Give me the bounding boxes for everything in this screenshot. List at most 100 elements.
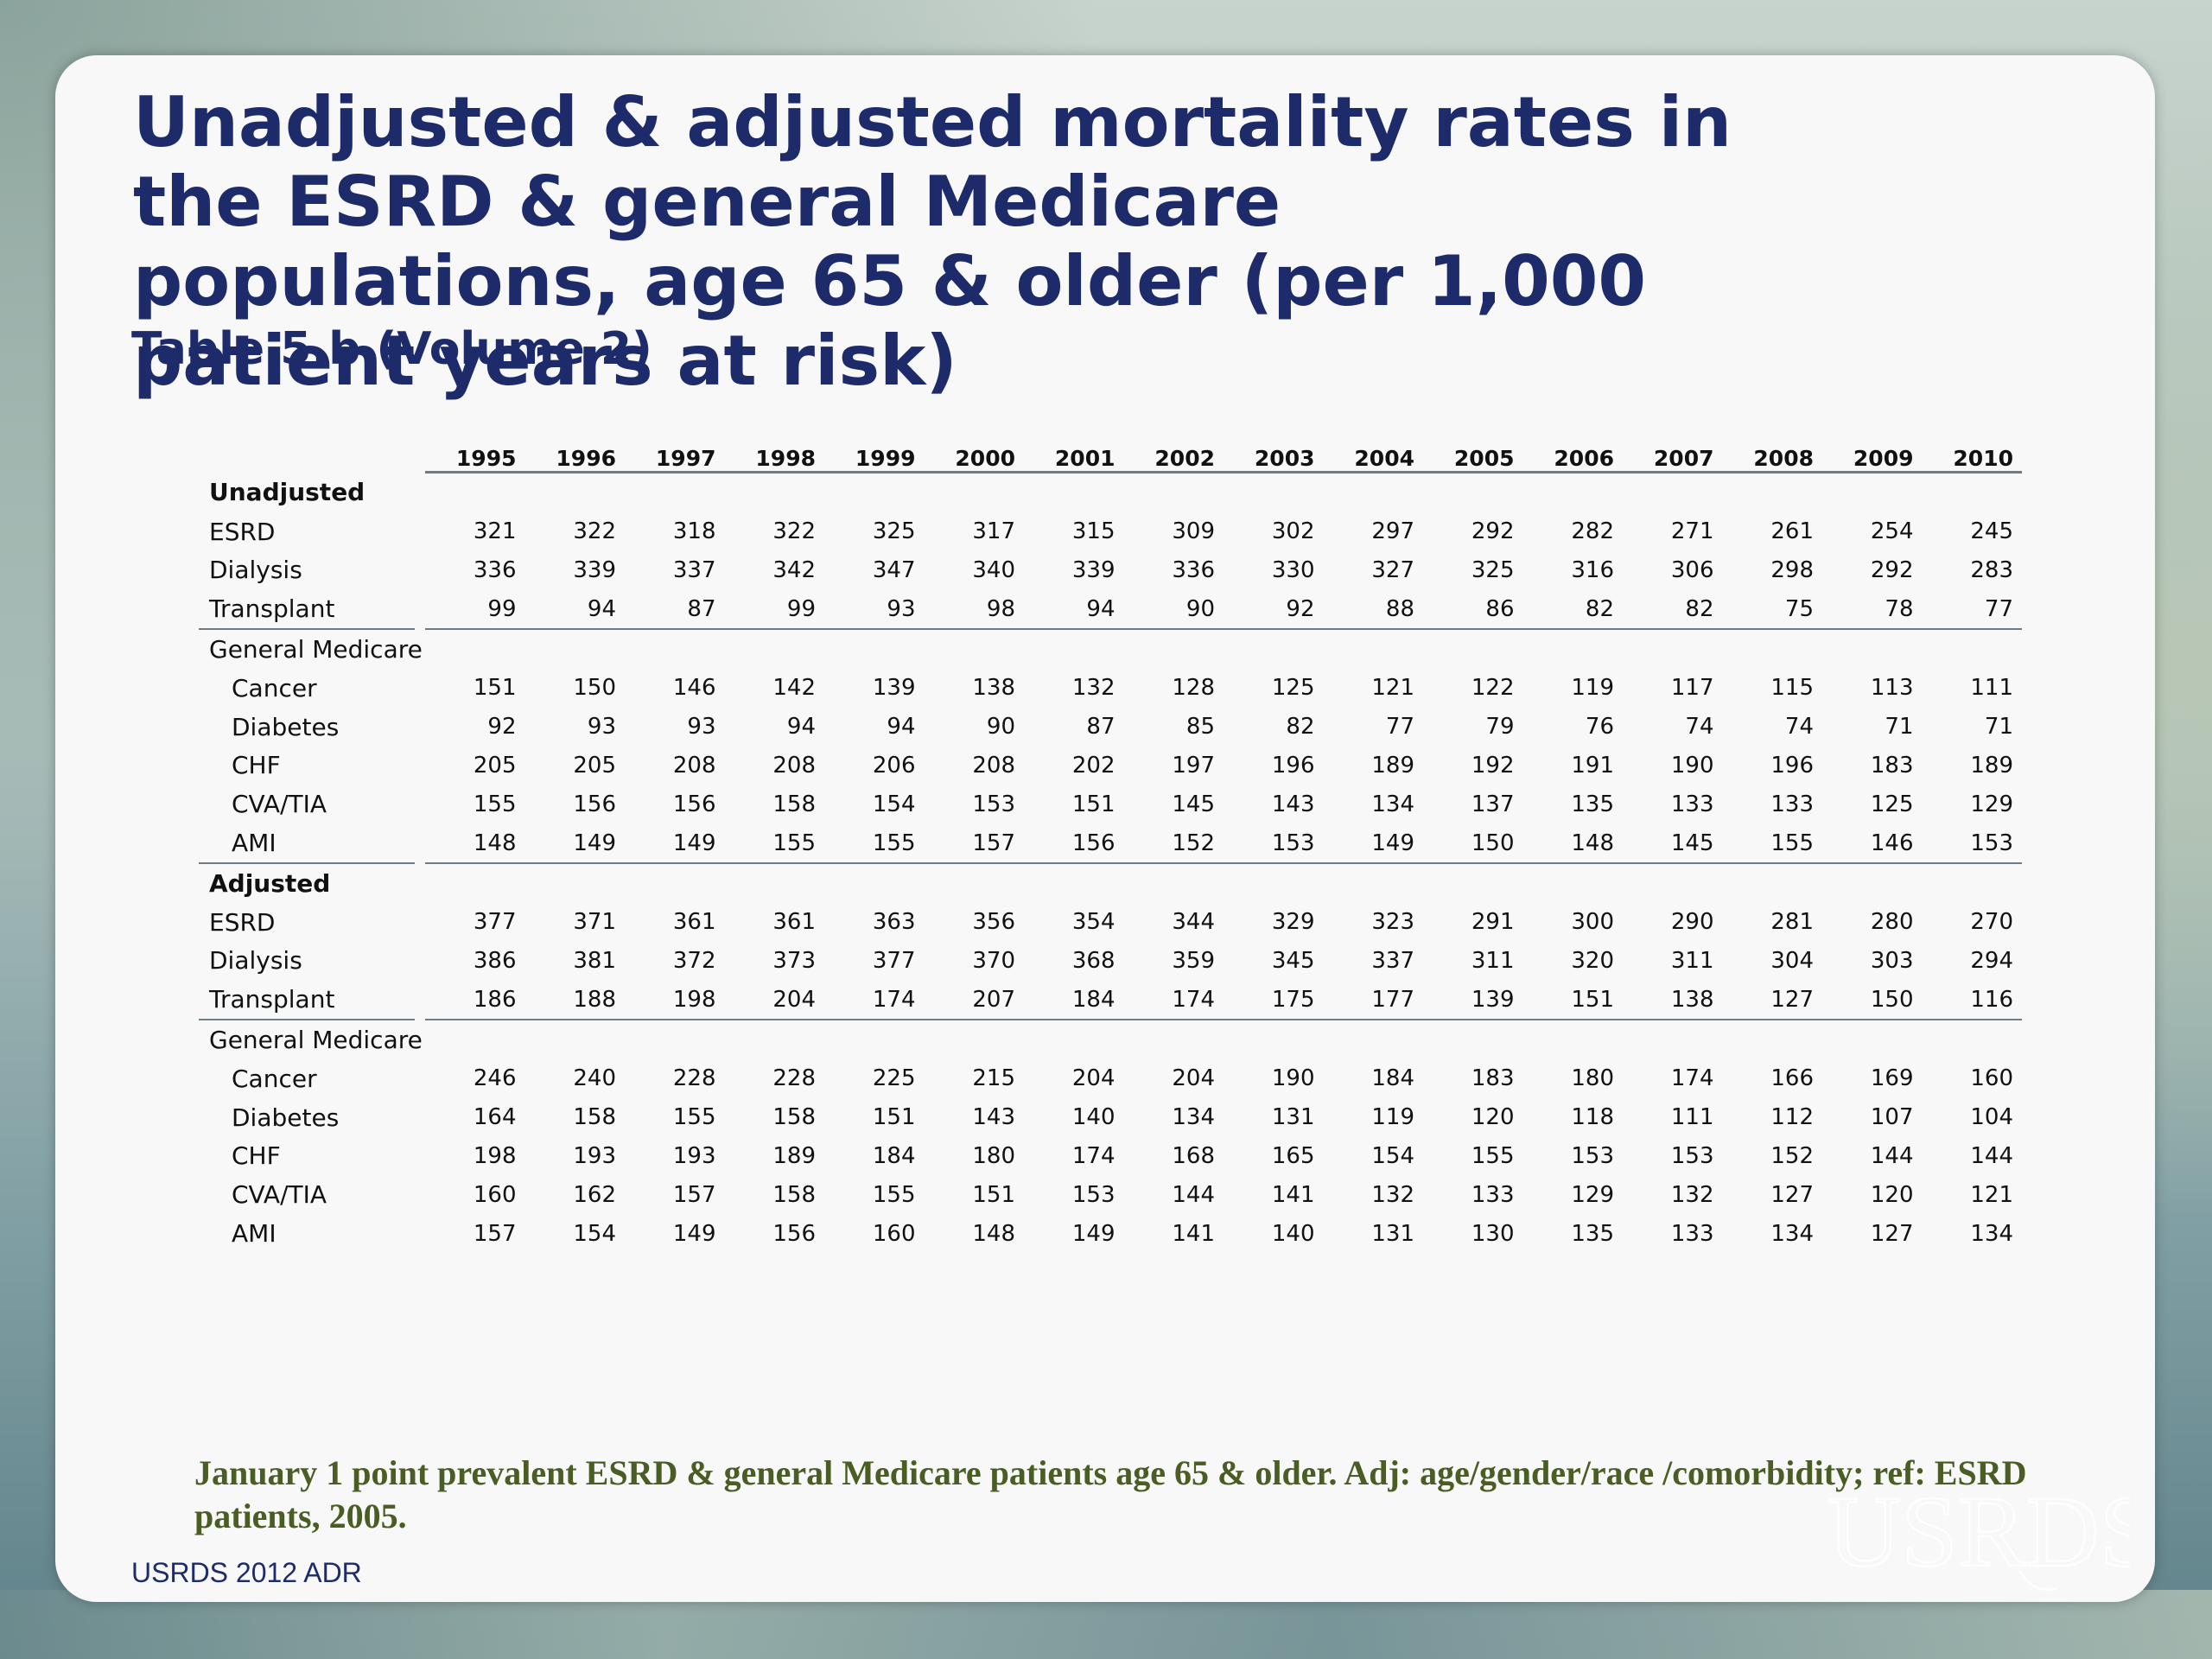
rate-cell: 104 bbox=[1970, 1104, 2013, 1131]
rate-cell: 82 bbox=[1286, 714, 1315, 741]
rate-cell bbox=[1923, 863, 2023, 903]
rate-cell bbox=[1623, 1020, 1723, 1059]
rate-cell: 188 bbox=[524, 980, 625, 1021]
rate-cell: 155 bbox=[824, 823, 925, 864]
rate-cell: 122 bbox=[1471, 675, 1515, 702]
rate-cell: 127 bbox=[1722, 980, 1822, 1021]
rate-cell bbox=[1224, 1020, 1324, 1059]
rate-cell bbox=[1822, 473, 1923, 512]
year-header: 2005 bbox=[1423, 436, 1523, 474]
rate-cell bbox=[725, 473, 825, 512]
rate-cell: 192 bbox=[1471, 752, 1515, 779]
section-label: Adjusted bbox=[209, 868, 331, 898]
rate-cell: 371 bbox=[573, 909, 616, 936]
rate-cell: 368 bbox=[1071, 947, 1116, 974]
footnote: January 1 point prevalent ESRD & general… bbox=[194, 1453, 2027, 1535]
rate-cell: 168 bbox=[1172, 1142, 1215, 1169]
rate-cell: 337 bbox=[672, 556, 716, 583]
rate-cell bbox=[1523, 863, 1624, 903]
rate-cell: 254 bbox=[1870, 518, 1914, 545]
rate-cell: 156 bbox=[1024, 823, 1124, 864]
rate-cell bbox=[1822, 629, 1923, 669]
table-row: CHF 198 193 193 189 184 180 174 168 165 154 155 153 1… bbox=[199, 1137, 2022, 1176]
rate-cell bbox=[525, 1020, 626, 1059]
rate-cell: 325 bbox=[872, 518, 916, 545]
row-label: CVA/TIA bbox=[232, 790, 327, 819]
rate-cell: 146 bbox=[1822, 823, 1923, 864]
rate-cell: 132 bbox=[1670, 1181, 1714, 1208]
section-header-row: Unadjusted bbox=[199, 473, 2022, 512]
rate-cell: 141 bbox=[1271, 1181, 1315, 1208]
rate-cell: 153 bbox=[1670, 1142, 1714, 1169]
rate-cell: 354 bbox=[1071, 909, 1116, 936]
rate-cell: 363 bbox=[872, 909, 916, 936]
rate-cell: 156 bbox=[573, 791, 616, 817]
rate-cell: 149 bbox=[672, 1220, 716, 1247]
rate-cell bbox=[725, 863, 825, 903]
row-label: Transplant bbox=[199, 980, 415, 1021]
column-gap bbox=[415, 473, 425, 512]
row-label: CHF bbox=[232, 751, 281, 780]
rate-cell: 143 bbox=[972, 1104, 1015, 1131]
rate-cell: 141 bbox=[1172, 1220, 1215, 1247]
rate-cell: 240 bbox=[573, 1065, 616, 1092]
usrds-logo-text: USRDS bbox=[1827, 1475, 2130, 1588]
rate-cell: 149 bbox=[1071, 1220, 1116, 1247]
table-row: Dialysis 386 381 372 373 377 370 368 359 345 337 31… bbox=[199, 942, 2022, 981]
slide-title: Unadjusted & adjusted mortality rates in… bbox=[133, 82, 1732, 401]
year-header: 2007 bbox=[1623, 436, 1723, 474]
rate-cell bbox=[1224, 863, 1324, 903]
rate-cell: 193 bbox=[672, 1142, 716, 1169]
year-header: 2008 bbox=[1722, 436, 1822, 474]
rate-cell: 245 bbox=[1970, 518, 2013, 545]
rate-cell: 152 bbox=[1770, 1142, 1814, 1169]
rate-cell bbox=[1423, 863, 1523, 903]
column-gap bbox=[415, 980, 425, 1020]
rate-cell: 327 bbox=[1371, 556, 1414, 583]
rate-cell: 153 bbox=[1571, 1142, 1614, 1169]
rate-cell: 156 bbox=[672, 791, 716, 817]
rate-cell: 330 bbox=[1271, 556, 1315, 583]
rate-cell: 139 bbox=[872, 675, 916, 702]
row-label: Transplant bbox=[199, 589, 415, 631]
rate-cell: 208 bbox=[972, 752, 1015, 779]
rate-cell: 150 bbox=[1822, 980, 1923, 1021]
column-gap bbox=[415, 512, 425, 551]
rate-cell bbox=[1124, 863, 1224, 903]
rate-cell bbox=[1324, 863, 1424, 903]
rate-cell bbox=[1723, 473, 1823, 512]
rate-cell: 144 bbox=[1172, 1181, 1215, 1208]
rate-cell: 150 bbox=[1423, 823, 1523, 864]
rate-cell: 140 bbox=[1071, 1104, 1116, 1131]
table-body: Unadjusted ESRD 321 322 318 322 325 317 315 309 30… bbox=[199, 473, 2022, 1253]
rate-cell: 294 bbox=[1970, 947, 2013, 974]
rate-cell: 132 bbox=[1371, 1181, 1414, 1208]
rate-cell: 99 bbox=[724, 589, 824, 631]
rate-cell: 152 bbox=[1123, 823, 1224, 864]
rate-cell: 339 bbox=[573, 556, 616, 583]
rate-cell: 311 bbox=[1670, 947, 1714, 974]
table-row: CHF 205 205 208 208 206 208 202 197 196 189 192 191 1… bbox=[199, 747, 2022, 785]
table-row: Transplant 99 94 87 99 93 98 94 90 92 88 86 82 82 75 78… bbox=[199, 589, 2022, 631]
rate-cell: 372 bbox=[672, 947, 716, 974]
rate-cell: 128 bbox=[1172, 675, 1215, 702]
rate-cell: 127 bbox=[1770, 1181, 1814, 1208]
rate-cell: 196 bbox=[1271, 752, 1315, 779]
rate-cell: 322 bbox=[573, 518, 616, 545]
rate-cell: 119 bbox=[1571, 675, 1614, 702]
rate-cell: 79 bbox=[1485, 714, 1515, 741]
rate-cell: 174 bbox=[824, 980, 925, 1021]
rate-cell: 94 bbox=[1024, 589, 1124, 631]
rate-cell: 131 bbox=[1271, 1104, 1315, 1131]
rate-cell: 321 bbox=[473, 518, 517, 545]
rate-cell: 228 bbox=[772, 1065, 816, 1092]
rate-cell: 149 bbox=[625, 823, 725, 864]
rate-cell: 115 bbox=[1770, 675, 1814, 702]
rate-cell: 344 bbox=[1172, 909, 1215, 936]
rate-cell: 323 bbox=[1371, 909, 1414, 936]
column-gap bbox=[415, 903, 425, 942]
rate-cell: 129 bbox=[1571, 1181, 1614, 1208]
rate-cell: 125 bbox=[1870, 791, 1914, 817]
rate-cell: 370 bbox=[972, 947, 1015, 974]
row-label: Cancer bbox=[232, 673, 317, 702]
